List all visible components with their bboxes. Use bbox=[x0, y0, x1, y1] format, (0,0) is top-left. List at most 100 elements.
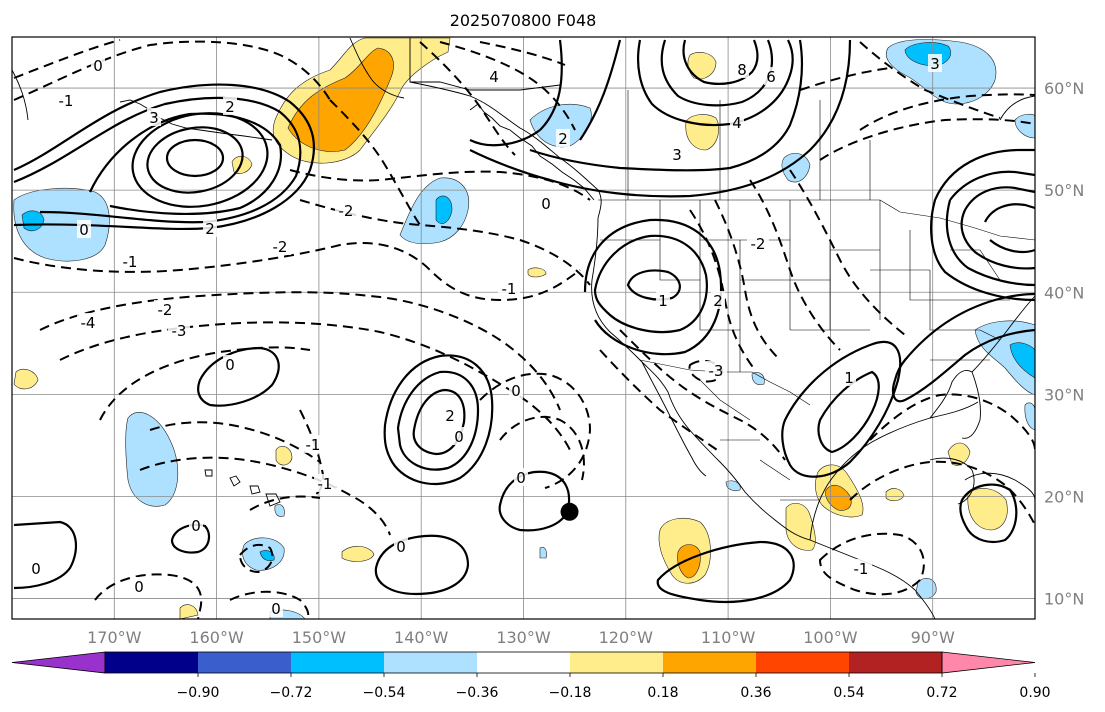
contour-small-high-4 bbox=[13, 520, 78, 590]
colorbar-extend-low bbox=[11, 651, 106, 674]
contour-label-background bbox=[269, 599, 283, 617]
contour-east-low-3 bbox=[984, 203, 1035, 254]
hudson-bay bbox=[999, 95, 1035, 121]
contour-label-background bbox=[394, 537, 408, 555]
latitude-labels: 10°N 20°N 30°N 40°N 50°N 60°N bbox=[1044, 79, 1084, 609]
contour-label: -4 bbox=[81, 314, 96, 332]
contour-label-background bbox=[498, 279, 520, 297]
contour-label: -1 bbox=[306, 436, 321, 454]
colorbar-segment bbox=[198, 652, 291, 673]
longitude-label: 170°W bbox=[87, 628, 142, 647]
colorbar-segment bbox=[291, 652, 384, 673]
contour-pacific-high-1 bbox=[383, 354, 494, 486]
contour-label-background bbox=[711, 291, 725, 309]
negative-anomaly-hawaii-north bbox=[125, 412, 179, 507]
contour-label: -1 bbox=[59, 92, 74, 110]
colorbar-extend-high bbox=[941, 651, 1036, 674]
contour-label: 0 bbox=[191, 517, 201, 535]
contour-east-low-2 bbox=[960, 186, 1035, 270]
dashed-contour-east-gulf-2 bbox=[849, 460, 1035, 526]
dashed-contour-north-pacific-1 bbox=[13, 40, 331, 101]
contour-aleutian-low-2 bbox=[146, 126, 244, 194]
hawaii-island-2 bbox=[249, 485, 261, 495]
dashed-contour-hawaii-3 bbox=[249, 495, 321, 511]
bering-coast-east bbox=[349, 37, 405, 99]
contour-label-background bbox=[670, 145, 684, 163]
dashed-contour-east-gulf-1 bbox=[869, 393, 1035, 451]
colorbar-segment bbox=[756, 652, 849, 673]
state-lines-central bbox=[830, 200, 980, 331]
contour-label: 0 bbox=[134, 578, 144, 596]
dashed-contour-gulf-alaska-1 bbox=[419, 41, 516, 156]
negative-anomaly-east-coast-core bbox=[1009, 342, 1035, 379]
contour-pacific-high-2 bbox=[396, 370, 480, 471]
contour-label-background bbox=[514, 468, 528, 486]
positive-anomaly-mexico-pacific-core bbox=[677, 544, 701, 579]
contour-label: 0 bbox=[225, 356, 235, 374]
location-marker bbox=[560, 502, 579, 521]
contour-label: -2 bbox=[273, 238, 288, 256]
solid-contours bbox=[13, 39, 1035, 604]
dashed-contour-pacific-gulf-1 bbox=[329, 99, 421, 226]
contour-label: -2 bbox=[751, 235, 766, 253]
contour-aleutian-low-3 bbox=[165, 138, 225, 178]
contour-label-background bbox=[509, 381, 523, 399]
aleutians bbox=[119, 99, 273, 141]
latitude-label: 60°N bbox=[1044, 79, 1084, 98]
dashed-contour-mexico-2 bbox=[599, 349, 721, 453]
contour-label: 2 bbox=[205, 220, 215, 238]
contour-label: -1 bbox=[854, 560, 869, 578]
contour-labels: 0 4 -1 3 2 8 6 4 3 2 3 0 0 -1 2 -2 -2 -3 -4 0 -2 2 0 -1 1 2 0 0 -1 -3… bbox=[29, 54, 942, 618]
longitude-label: 90°W bbox=[911, 628, 955, 647]
negative-anomaly-pacific-mid-core bbox=[435, 195, 453, 224]
negative-anomaly-small-b bbox=[539, 546, 547, 559]
dashed-contour-hawaii-2 bbox=[139, 456, 391, 536]
contour-gulf-1 bbox=[781, 340, 902, 478]
colorbar-segment bbox=[849, 652, 942, 673]
contour-label-background bbox=[154, 300, 176, 318]
canada-north-coast bbox=[410, 81, 561, 91]
contour-west-us-low-1 bbox=[593, 234, 708, 334]
contour-label-background bbox=[656, 291, 670, 309]
negative-anomaly-small-f bbox=[1024, 402, 1035, 431]
colorbar-segment bbox=[570, 652, 663, 673]
us-east-coast bbox=[971, 295, 1035, 373]
colorbar bbox=[11, 651, 1036, 674]
contour-west-us-low-3 bbox=[583, 218, 723, 356]
contour-label: 3 bbox=[149, 109, 159, 127]
dashed-contour-north-pacific-2 bbox=[13, 39, 121, 79]
contour-label: -3 bbox=[172, 322, 187, 340]
contour-label-background bbox=[91, 56, 105, 74]
colorbar-segment bbox=[477, 652, 570, 673]
positive-anomaly-hawaii-west bbox=[13, 368, 39, 390]
longitude-labels: 170°W 160°W 150°W 140°W 130°W 120°W 110°W 100°W… bbox=[87, 628, 955, 647]
contour-label-background bbox=[77, 313, 99, 331]
dashed-contour-south-loop bbox=[238, 543, 274, 574]
contour-label: 0 bbox=[396, 538, 406, 556]
positive-anomaly-small-pacific bbox=[231, 155, 253, 174]
us-mexico-border bbox=[639, 359, 811, 406]
contour-label-background bbox=[77, 220, 91, 238]
dashed-contour-us-central-4 bbox=[789, 169, 906, 336]
colorbar-tick-labels: −0.90 −0.72 −0.54 −0.36 −0.18 0.18 0.36 0.54 0.7… bbox=[177, 673, 1051, 701]
latitude-label: 40°N bbox=[1044, 283, 1084, 302]
contour-label: -2 bbox=[339, 202, 354, 220]
dashed-contour-pacific-center-2 bbox=[499, 415, 585, 481]
contour-small-high-3 bbox=[170, 523, 211, 554]
contour-label-background bbox=[705, 361, 727, 379]
colorbar-tick-label: 0.36 bbox=[740, 685, 771, 701]
dashed-contour-canada-4 bbox=[819, 118, 1035, 161]
dashed-contour-canada-1 bbox=[799, 67, 891, 91]
dashed-contour-hawaii-1 bbox=[149, 421, 321, 463]
contour-north-high-2 bbox=[637, 39, 794, 127]
contour-label: 3 bbox=[930, 55, 940, 73]
contour-label-background bbox=[119, 252, 141, 270]
contour-label: 0 bbox=[511, 382, 521, 400]
positive-anomaly-small-1 bbox=[275, 445, 293, 466]
contour-label: 1 bbox=[658, 292, 668, 310]
contour-label: 6 bbox=[766, 68, 776, 86]
contour-east-low-1 bbox=[945, 170, 1035, 287]
dashed-contour-mid-pacific-1 bbox=[13, 242, 581, 302]
contour-label-background bbox=[314, 474, 336, 492]
